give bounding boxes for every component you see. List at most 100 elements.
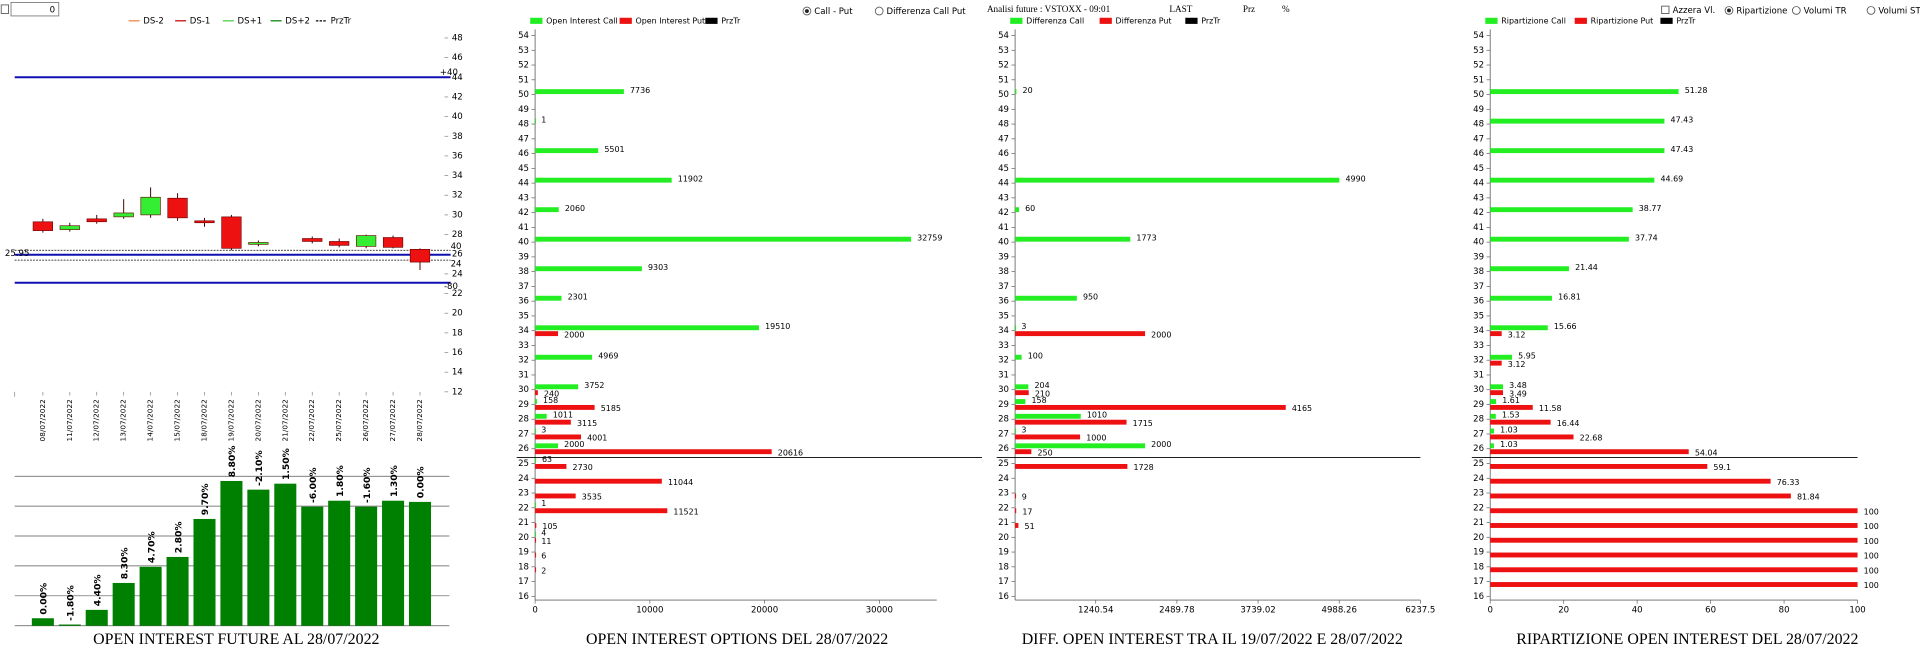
bar (1490, 266, 1569, 272)
y-tick-label: 30 (1473, 385, 1484, 395)
bar (1490, 331, 1502, 337)
bar-label: 1010 (1087, 411, 1107, 420)
y-tick-label: 44 (1473, 179, 1484, 189)
bar-label: 2301 (568, 293, 588, 302)
y-tick-label: 37 (1473, 282, 1484, 292)
y-tick-label: 48 (998, 120, 1009, 130)
bar (1015, 331, 1146, 337)
y-tick-label: 50 (1473, 90, 1484, 100)
bar (1015, 399, 1026, 404)
y-tick-label: 41 (1473, 223, 1484, 233)
header-text: Prz (1243, 4, 1255, 14)
y-tick-label: 41 (518, 223, 529, 233)
legend-swatch (619, 17, 632, 24)
bar (220, 480, 243, 626)
y-tick-label: 37 (998, 282, 1009, 292)
legend-label: DS-2 (143, 16, 164, 26)
bar-label: 51 (1025, 522, 1035, 531)
bar (1490, 434, 1574, 440)
y-tick-label: 45 (998, 164, 1009, 174)
y-tick-label: 22 (518, 503, 529, 513)
bar-label: 16.44 (1557, 419, 1580, 428)
y-tick-label: 29 (998, 400, 1009, 410)
x-tick-label: 19/07/2022 (226, 399, 235, 441)
bar-label: 1011 (553, 411, 573, 420)
y-tick-label: 33 (518, 341, 529, 351)
y-tick-label: 12 (452, 387, 463, 397)
bar-label: 950 (1083, 293, 1098, 302)
bar (1490, 404, 1533, 410)
bar-label: 63 (542, 455, 552, 464)
bar (1015, 89, 1017, 95)
bar-label: 240 (544, 389, 559, 398)
y-tick-label: 46 (1473, 149, 1484, 159)
level-label: 25.95 (5, 249, 30, 259)
header-text: LAST (1169, 4, 1192, 14)
y-tick-label: 47 (518, 134, 529, 144)
bar-label: 100 (1028, 352, 1043, 361)
y-tick-label: 46 (518, 149, 529, 159)
bar-label: 20 (1023, 86, 1033, 95)
bar-label: 1.61 (1502, 396, 1520, 405)
y-tick-label: 52 (1473, 61, 1484, 71)
chart-title: RIPARTIZIONE OPEN INTEREST DEL 28/07/202… (1516, 631, 1858, 648)
y-tick-label: 21 (998, 518, 1009, 528)
y-tick-label: 53 (998, 46, 1009, 56)
y-tick-label: 16 (518, 592, 529, 602)
legend-swatch (1574, 17, 1587, 24)
y-tick-label: 18 (1473, 562, 1484, 572)
bar (535, 478, 662, 484)
bar (112, 582, 135, 626)
y-tick-label: 51 (518, 75, 529, 85)
bar-label: 2.80% (173, 521, 184, 553)
legend-label: Differenza Call (1026, 16, 1084, 25)
bar (1015, 419, 1127, 425)
y-tick-label: 30 (452, 210, 463, 220)
bar (1490, 464, 1708, 469)
bar (1015, 384, 1029, 390)
y-tick-label: 47 (1473, 134, 1484, 144)
checkbox[interactable] (0, 4, 9, 14)
y-tick-label: 29 (1473, 400, 1484, 410)
bar (1015, 413, 1081, 419)
y-tick-label: 26 (998, 444, 1009, 454)
y-tick-label: 28 (452, 230, 463, 240)
bar-label: 9303 (648, 263, 668, 272)
y-tick-label: 44 (518, 179, 529, 189)
y-tick-label: 45 (1473, 164, 1484, 174)
y-tick-label: 17 (1473, 577, 1484, 587)
bar-label: 20616 (778, 448, 803, 457)
y-tick-label: 36 (1473, 297, 1484, 307)
y-tick-label: 26 (452, 250, 463, 260)
bar (535, 537, 537, 543)
radio[interactable] (1866, 6, 1876, 15)
bar-label: 0.00% (416, 466, 427, 498)
bar (535, 567, 537, 573)
legend-swatch (1185, 17, 1198, 24)
bar (139, 566, 162, 626)
bar (1015, 354, 1022, 360)
y-tick-label: 17 (518, 577, 529, 587)
bar-label: 2 (541, 566, 546, 575)
bar (1490, 478, 1771, 484)
radio[interactable] (874, 6, 884, 16)
y-tick-label: 18 (452, 328, 463, 338)
radio-label: Call - Put (814, 7, 853, 17)
x-tick-label: 40 (1632, 605, 1643, 615)
bar-label: 3.48 (1509, 381, 1527, 390)
y-tick-label: 39 (998, 252, 1009, 262)
bar (1490, 354, 1513, 360)
y-tick-label: 31 (998, 370, 1009, 380)
bar (1490, 537, 1858, 543)
x-tick-label: 18/07/2022 (199, 399, 208, 441)
radio[interactable] (1791, 6, 1801, 15)
input-box[interactable] (10, 2, 60, 17)
bar (166, 556, 189, 626)
y-tick-label: 26 (518, 444, 529, 454)
y-tick-label: 27 (1473, 429, 1484, 439)
bar (1015, 449, 1032, 455)
candle-body (302, 238, 323, 242)
bar-label: 2000 (564, 330, 584, 339)
checkbox[interactable] (1661, 5, 1670, 14)
y-tick-label: 36 (452, 151, 463, 161)
